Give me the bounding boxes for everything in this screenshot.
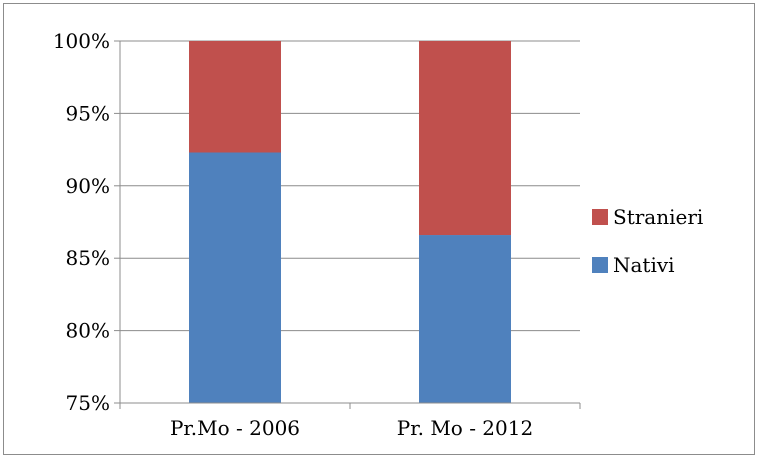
legend-swatch-stranieri [592, 209, 608, 225]
legend: Stranieri Nativi [592, 205, 703, 277]
bar-stranieri-1 [419, 41, 511, 236]
y-tick-labels: 75% 80% 85% 90% 95% 100% [53, 29, 110, 415]
x-tick-labels: Pr.Mo - 2006 Pr. Mo - 2012 [170, 416, 533, 440]
axes [114, 40, 581, 409]
legend-swatch-nativi [592, 257, 608, 273]
x-tick-label: Pr.Mo - 2006 [170, 416, 300, 440]
y-tick-label: 95% [66, 101, 110, 125]
y-tick-label: 80% [66, 319, 110, 343]
y-tick-label: 75% [66, 391, 110, 415]
y-tick-label: 90% [66, 174, 110, 198]
y-tick-label: 100% [53, 29, 110, 53]
bar-nativi-1 [419, 235, 511, 403]
legend-label-nativi: Nativi [613, 253, 675, 277]
x-tick-label: Pr. Mo - 2012 [397, 416, 533, 440]
bar-stranieri-0 [189, 41, 281, 153]
bars [189, 41, 511, 403]
legend-label-stranieri: Stranieri [613, 205, 703, 229]
bar-nativi-0 [189, 152, 281, 403]
y-tick-label: 85% [66, 246, 110, 270]
chart-frame [3, 3, 755, 455]
